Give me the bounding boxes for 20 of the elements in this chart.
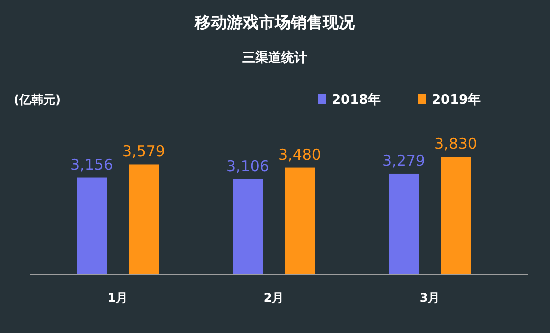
x-tick-label: 3月 <box>420 291 440 305</box>
data-label: 3,106 <box>226 157 270 176</box>
x-tick-label: 1月 <box>108 291 128 305</box>
data-label: 3,156 <box>70 156 114 174</box>
bar <box>129 164 159 275</box>
bar <box>233 179 263 275</box>
x-tick-label: 2月 <box>264 291 284 305</box>
y-axis-title: (亿韩元) <box>14 93 61 107</box>
chart-subtitle: 三渠道统计 <box>242 50 308 66</box>
data-label: 3,279 <box>382 152 426 170</box>
legend-label: 2019年 <box>432 93 482 108</box>
bar <box>441 157 471 275</box>
data-label: 3,579 <box>122 142 166 161</box>
chart-title: 移动游戏市场销售现况 <box>194 13 356 32</box>
data-label: 3,830 <box>434 135 478 153</box>
legend-label: 2018年 <box>332 93 382 108</box>
data-label: 3,480 <box>278 146 322 164</box>
bar <box>77 178 107 275</box>
bar <box>285 168 315 275</box>
bar <box>389 174 419 275</box>
